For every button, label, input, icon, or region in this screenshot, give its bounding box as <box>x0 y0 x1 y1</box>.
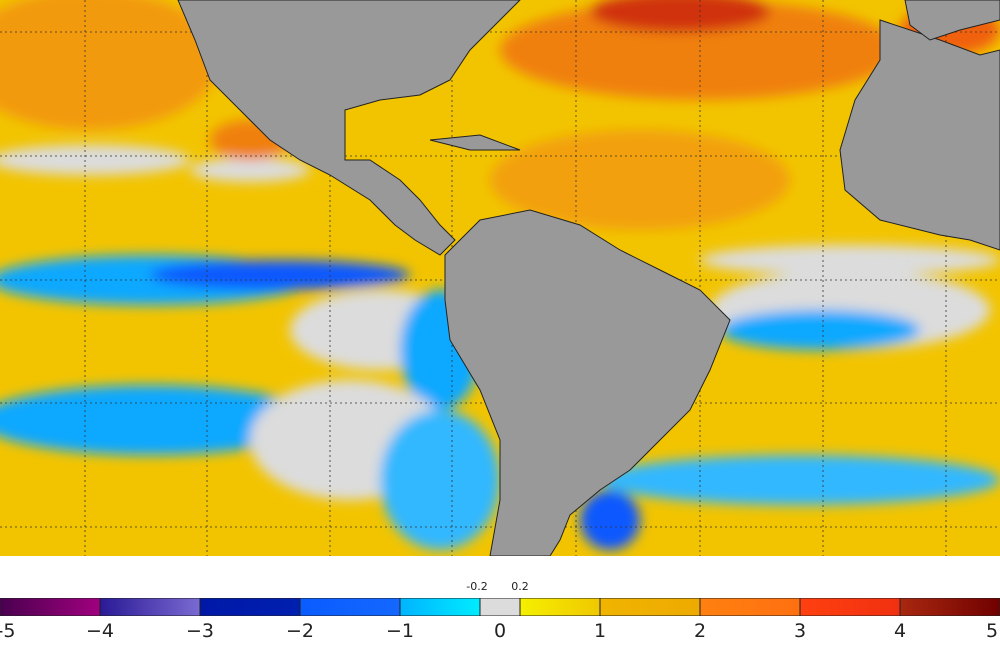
colorbar-bin <box>899 598 1000 616</box>
colorbar-tick-label: 4 <box>893 620 907 642</box>
sst-anomaly-map <box>0 0 1000 556</box>
colorbar-bin <box>0 598 101 616</box>
colorbar-label-neg02: -0.2 <box>466 580 488 593</box>
north-america <box>177 0 521 256</box>
colorbar-tick-label: -5 <box>0 620 16 642</box>
colorbar-tick-label: −3 <box>185 620 215 642</box>
colorbar-tick-label: 3 <box>793 620 807 642</box>
iberia <box>904 0 1000 41</box>
colorbar-tick-label: 0 <box>493 620 507 642</box>
colorbar <box>0 598 1000 616</box>
south-america <box>444 209 731 556</box>
colorbar-bin <box>479 598 521 616</box>
colorbar-bin <box>199 598 301 616</box>
colorbar-tick-label: 1 <box>593 620 607 642</box>
colorbar-tick-label: −4 <box>85 620 115 642</box>
colorbar-bin <box>99 598 201 616</box>
colorbar-bin <box>519 598 601 616</box>
colorbar-bin <box>599 598 701 616</box>
africa <box>839 19 1000 251</box>
colorbar-tick-label: −2 <box>285 620 315 642</box>
colorbar-tick-label: −1 <box>385 620 415 642</box>
anomaly-field <box>0 0 1000 550</box>
colorbar-bin <box>699 598 801 616</box>
cuba <box>429 134 521 151</box>
colorbar-tick-label: 5 <box>985 620 999 642</box>
land <box>177 0 1000 556</box>
colorbar-bin <box>299 598 401 616</box>
colorbar-label-pos02: 0.2 <box>511 580 529 593</box>
colorbar-tick-label: 2 <box>693 620 707 642</box>
colorbar-bin <box>799 598 901 616</box>
colorbar-bin <box>399 598 481 616</box>
